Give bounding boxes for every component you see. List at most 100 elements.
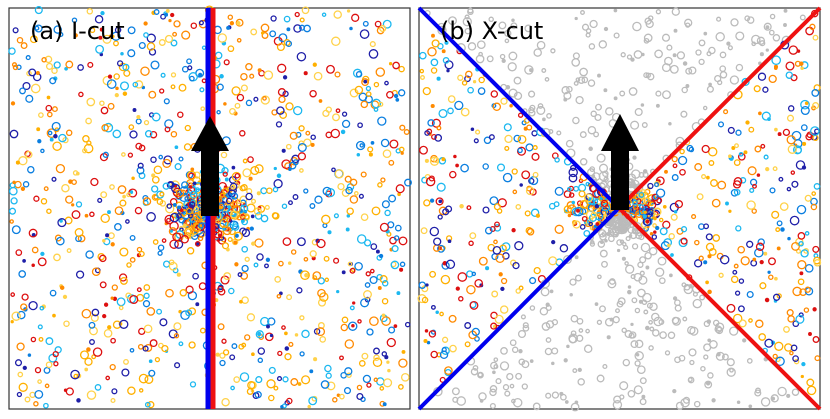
particle-marker: [648, 246, 658, 256]
particle-marker: [309, 250, 317, 258]
particle-marker: [571, 200, 576, 205]
particle-marker: [192, 212, 203, 222]
particle-marker: [511, 228, 516, 233]
particle-marker: [464, 341, 471, 348]
particle-marker: [441, 336, 449, 343]
particle-marker: [657, 256, 667, 266]
particle-marker: [588, 221, 593, 227]
particle-marker: [489, 196, 499, 206]
particle-marker: [297, 142, 307, 153]
particle-marker: [728, 154, 732, 159]
particle-marker: [349, 195, 359, 204]
particle-marker: [596, 153, 606, 163]
particle-marker: [630, 322, 634, 327]
particle-marker: [363, 239, 372, 247]
particle-marker: [594, 113, 602, 122]
particle-marker: [726, 367, 736, 377]
particle-marker: [198, 72, 203, 78]
particle-marker: [374, 20, 382, 28]
particle-marker: [377, 116, 387, 126]
particle-marker: [375, 249, 380, 254]
particle-marker: [159, 88, 165, 94]
particle-marker: [698, 58, 705, 66]
particle-marker: [569, 293, 573, 297]
particle-marker: [119, 247, 129, 257]
particle-marker: [539, 307, 549, 316]
particle-marker: [159, 191, 165, 197]
particle-marker: [437, 25, 447, 35]
particle-marker: [504, 38, 510, 44]
particle-marker: [511, 18, 515, 22]
particle-marker: [515, 372, 523, 380]
particle-marker: [545, 337, 552, 343]
particle-marker: [295, 131, 302, 138]
particle-marker: [382, 19, 392, 29]
particle-marker: [38, 112, 44, 118]
particle-marker: [755, 242, 765, 252]
particle-marker: [630, 274, 636, 280]
particle-marker: [284, 331, 288, 336]
particle-marker: [103, 302, 109, 307]
particle-marker: [392, 61, 400, 70]
particle-marker: [717, 121, 725, 128]
particle-marker: [774, 276, 778, 281]
particle-marker: [321, 214, 331, 225]
particle-marker: [521, 170, 531, 180]
particle-marker: [378, 101, 384, 107]
particle-marker: [652, 223, 657, 228]
particle-marker: [368, 49, 379, 59]
particle-marker: [726, 303, 736, 313]
particle-marker: [346, 214, 351, 218]
particle-marker: [517, 134, 527, 144]
particle-marker: [653, 230, 657, 234]
particle-marker: [556, 130, 562, 136]
particle-marker: [671, 7, 680, 16]
particle-marker: [625, 264, 635, 274]
particle-marker: [568, 333, 579, 344]
particle-marker: [765, 25, 770, 30]
particle-marker: [726, 41, 731, 46]
particle-marker: [588, 213, 598, 222]
particle-marker: [730, 275, 739, 284]
particle-marker: [763, 22, 772, 31]
particle-marker: [572, 52, 580, 60]
particle-marker: [262, 96, 267, 101]
particle-marker: [655, 188, 666, 198]
particle-marker: [536, 105, 546, 115]
particle-marker: [812, 336, 820, 343]
particle-marker: [601, 203, 611, 212]
particle-marker: [71, 17, 78, 23]
particle-marker: [301, 375, 311, 385]
particle-marker: [630, 120, 640, 130]
particle-marker: [775, 227, 781, 233]
particle-marker: [121, 152, 126, 157]
particle-marker: [563, 205, 572, 214]
particle-marker: [553, 201, 560, 208]
particle-marker: [638, 191, 645, 198]
particle-marker: [103, 328, 113, 338]
particle-marker: [245, 99, 253, 107]
particle-marker: [518, 358, 526, 366]
particle-marker: [170, 72, 177, 78]
particle-marker: [344, 339, 355, 349]
particle-marker: [804, 286, 811, 293]
particle-marker: [752, 183, 757, 189]
particle-marker: [43, 402, 49, 409]
particle-marker: [653, 216, 657, 221]
particle-marker: [429, 156, 440, 166]
particle-marker: [189, 190, 198, 199]
particle-marker: [610, 220, 615, 224]
particle-marker: [630, 340, 639, 349]
particle-marker: [377, 286, 382, 290]
particle-marker: [379, 386, 385, 391]
particle-marker: [144, 130, 153, 138]
particle-marker: [627, 389, 636, 398]
particle-marker: [708, 46, 716, 55]
particle-marker: [276, 173, 282, 179]
particle-marker: [390, 260, 400, 270]
particle-marker: [271, 212, 279, 219]
particle-marker: [178, 341, 184, 347]
particle-marker: [299, 351, 305, 357]
particle-marker: [439, 350, 449, 360]
particle-marker: [230, 201, 238, 209]
